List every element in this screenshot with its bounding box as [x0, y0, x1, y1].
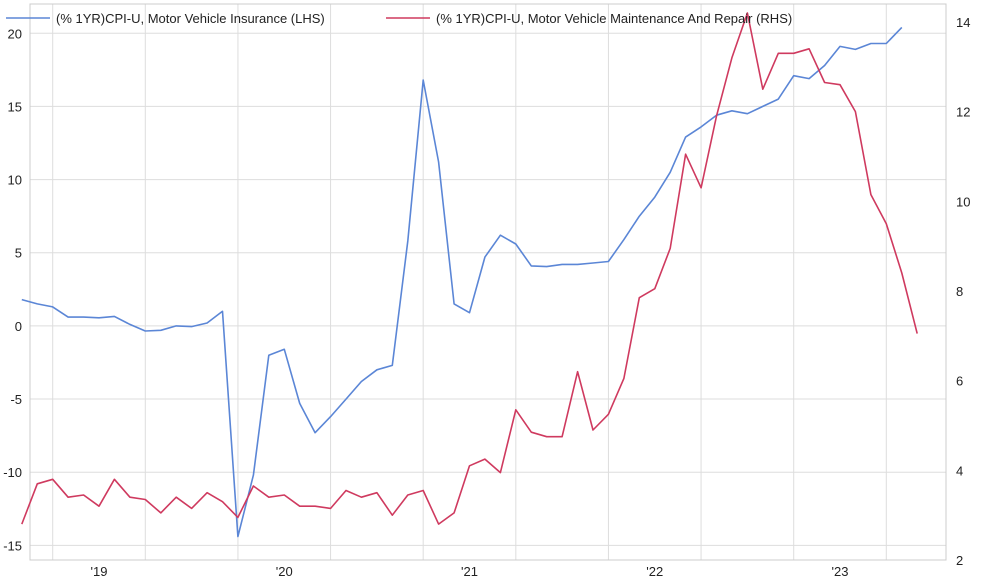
x-axis: '19 '20 '21 '22 '23: [91, 564, 849, 579]
y-right-tick-label: 14: [956, 15, 970, 30]
y-left-tick-label: 15: [8, 99, 22, 114]
right-axis: 14 12 10 8 6 4 2: [956, 15, 970, 568]
legend-label-maintenance: (% 1YR)CPI-U, Motor Vehicle Maintenance …: [436, 11, 792, 26]
y-right-tick-label: 10: [956, 194, 970, 209]
left-axis: 20 15 10 5 0 -5 -10 -15: [3, 26, 22, 553]
series-layer: [21, 12, 918, 538]
y-left-tick-label: -15: [3, 538, 22, 553]
x-tick-label: '20: [276, 564, 293, 579]
x-tick-label: '23: [832, 564, 849, 579]
y-right-tick-label: 8: [956, 284, 963, 299]
series-line-insurance: [21, 26, 903, 538]
y-right-tick-label: 4: [956, 463, 963, 478]
x-tick-label: '19: [91, 564, 108, 579]
y-left-tick-label: -5: [10, 392, 22, 407]
x-tick-label: '22: [646, 564, 663, 579]
y-right-tick-label: 12: [956, 105, 970, 120]
x-tick-label: '21: [461, 564, 478, 579]
y-left-tick-label: 5: [15, 246, 22, 261]
gridlines: [30, 4, 946, 560]
plot-area: [29, 3, 947, 561]
y-right-tick-label: 6: [956, 374, 963, 389]
y-left-tick-label: 20: [8, 26, 22, 41]
y-left-tick-label: 10: [8, 173, 22, 188]
series-line-maintenance: [21, 12, 918, 525]
legend-label-insurance: (% 1YR)CPI-U, Motor Vehicle Insurance (L…: [56, 11, 325, 26]
y-left-tick-label: 0: [15, 319, 22, 334]
y-left-tick-label: -10: [3, 465, 22, 480]
y-right-tick-label: 2: [956, 553, 963, 568]
legend: (% 1YR)CPI-U, Motor Vehicle Insurance (L…: [6, 11, 792, 26]
